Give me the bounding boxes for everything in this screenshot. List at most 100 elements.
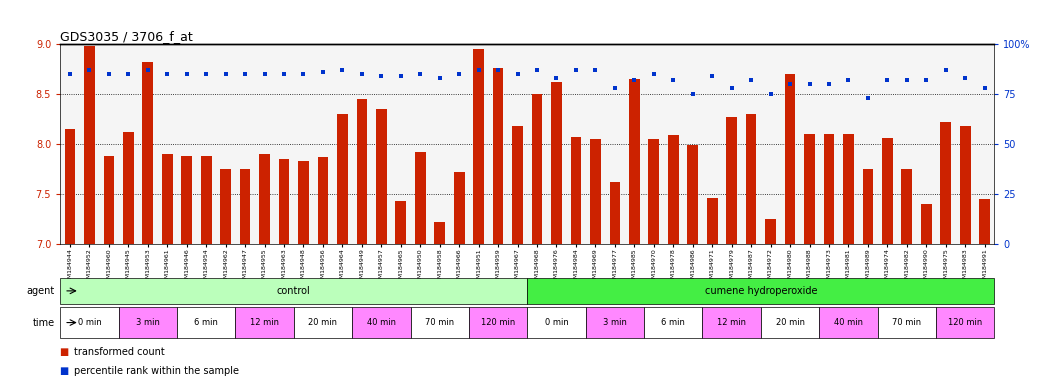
Text: 0 min: 0 min — [78, 318, 102, 327]
Bar — [352, 307, 410, 338]
Text: 20 min: 20 min — [308, 318, 337, 327]
Bar — [454, 172, 465, 244]
Bar — [527, 307, 585, 338]
Bar — [60, 307, 118, 338]
Point — [568, 67, 584, 73]
Bar — [901, 169, 912, 244]
Bar — [936, 307, 994, 338]
Point — [198, 71, 215, 77]
Bar — [337, 114, 348, 244]
Bar — [294, 307, 352, 338]
Point — [723, 85, 740, 91]
Bar — [527, 278, 994, 304]
Point — [588, 67, 604, 73]
Point — [373, 73, 389, 79]
Bar — [644, 307, 703, 338]
Bar — [411, 307, 469, 338]
Bar — [260, 154, 270, 244]
Bar — [236, 307, 294, 338]
Bar — [921, 204, 932, 244]
Bar — [415, 152, 426, 244]
Bar — [162, 154, 172, 244]
Point — [528, 67, 545, 73]
Text: ■: ■ — [60, 347, 73, 357]
Bar — [960, 126, 971, 244]
Text: 20 min: 20 min — [775, 318, 804, 327]
Point — [684, 91, 701, 97]
Text: 12 min: 12 min — [717, 318, 746, 327]
Text: GDS3035 / 3706_f_at: GDS3035 / 3706_f_at — [60, 30, 193, 43]
Point — [782, 81, 798, 87]
Point — [879, 77, 896, 83]
Bar — [551, 82, 562, 244]
Bar — [60, 278, 527, 304]
Point — [918, 77, 934, 83]
Point — [548, 75, 565, 81]
Bar — [649, 139, 659, 244]
Bar — [765, 219, 776, 244]
Point — [256, 71, 273, 77]
Bar — [745, 114, 757, 244]
Text: 3 min: 3 min — [136, 318, 160, 327]
Bar — [667, 135, 679, 244]
Bar — [434, 222, 445, 244]
Point — [937, 67, 954, 73]
Bar — [863, 169, 873, 244]
Point — [606, 85, 623, 91]
Point — [743, 77, 760, 83]
Text: 0 min: 0 min — [545, 318, 569, 327]
Bar — [843, 134, 854, 244]
Text: agent: agent — [27, 286, 55, 296]
Bar — [940, 122, 951, 244]
Point — [120, 71, 137, 77]
Point — [392, 73, 409, 79]
Point — [276, 71, 293, 77]
Bar — [819, 307, 878, 338]
Bar — [122, 132, 134, 244]
Bar — [200, 156, 212, 244]
Bar — [629, 79, 639, 244]
Text: 12 min: 12 min — [250, 318, 279, 327]
Bar — [182, 156, 192, 244]
Text: 6 min: 6 min — [194, 318, 218, 327]
Bar — [356, 99, 367, 244]
Bar — [473, 49, 484, 244]
Point — [295, 71, 311, 77]
Bar — [703, 307, 761, 338]
Text: 3 min: 3 min — [603, 318, 627, 327]
Bar — [395, 201, 406, 244]
Bar — [761, 307, 819, 338]
Point — [139, 67, 156, 73]
Point — [957, 75, 974, 81]
Point — [510, 71, 526, 77]
Point — [977, 85, 993, 91]
Bar — [609, 182, 621, 244]
Point — [762, 91, 778, 97]
Bar — [469, 307, 527, 338]
Point — [801, 81, 818, 87]
Point — [61, 71, 78, 77]
Bar — [687, 145, 699, 244]
Text: 6 min: 6 min — [661, 318, 685, 327]
Point — [646, 71, 662, 77]
Bar — [785, 74, 795, 244]
Bar — [298, 161, 309, 244]
Bar — [804, 134, 815, 244]
Point — [432, 75, 448, 81]
Point — [179, 71, 195, 77]
Text: transformed count: transformed count — [74, 347, 164, 357]
Bar — [84, 46, 94, 244]
Bar — [590, 139, 601, 244]
Bar — [877, 307, 936, 338]
Point — [159, 71, 175, 77]
Text: 70 min: 70 min — [426, 318, 455, 327]
Point — [704, 73, 720, 79]
Point — [217, 71, 234, 77]
Bar — [512, 126, 523, 244]
Bar — [493, 68, 503, 244]
Bar — [220, 169, 231, 244]
Point — [450, 71, 467, 77]
Bar — [118, 307, 176, 338]
Point — [81, 67, 98, 73]
Bar — [531, 94, 543, 244]
